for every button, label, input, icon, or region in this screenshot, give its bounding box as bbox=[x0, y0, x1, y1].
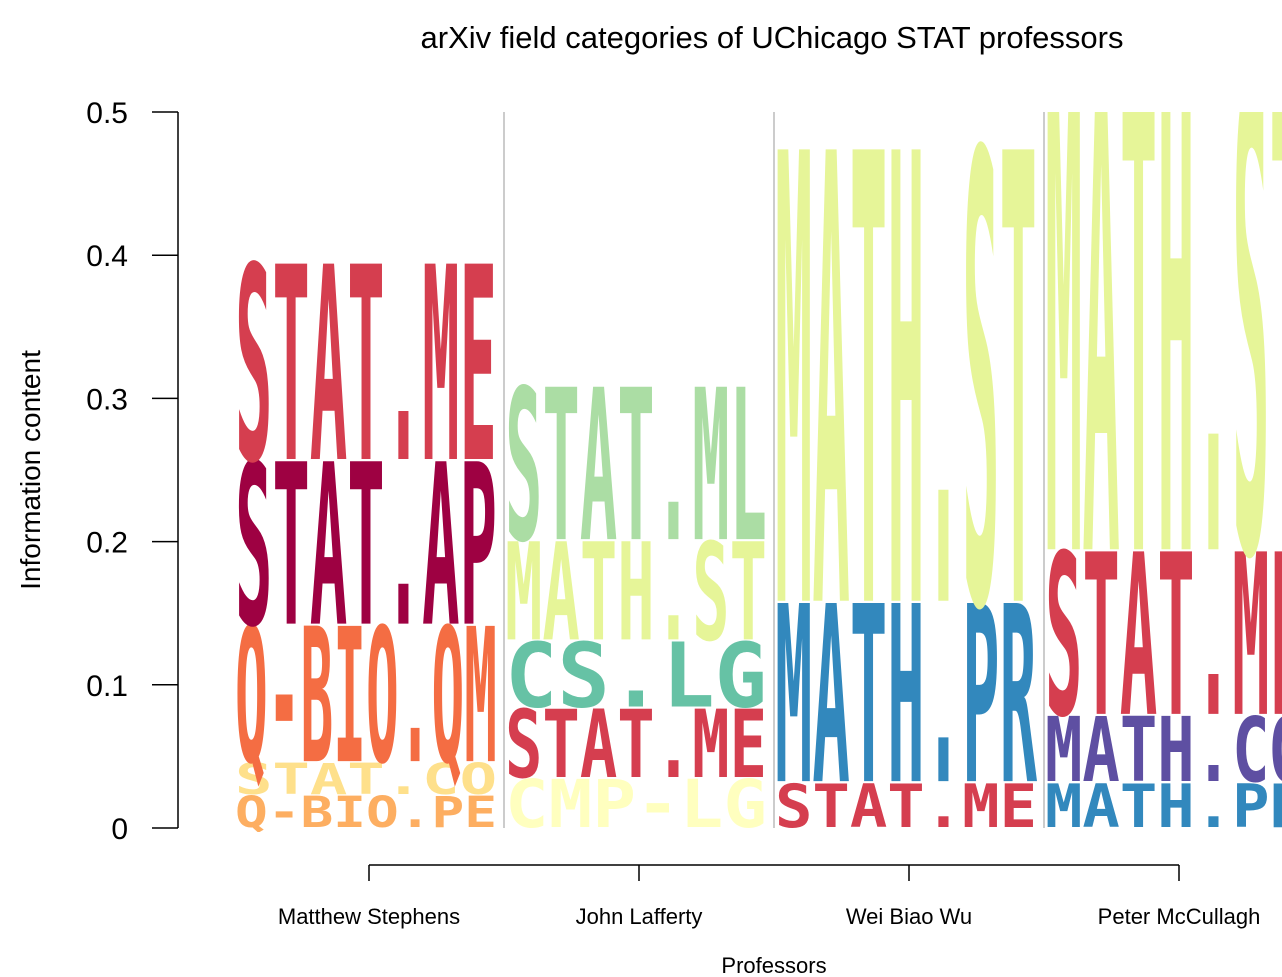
logo-letter-stack: STAT.ME bbox=[235, 210, 497, 523]
logo-letter-stack: MATH.PR bbox=[775, 556, 1037, 840]
x-tick-label: John Lafferty bbox=[576, 904, 703, 929]
logo-letter-stack: MATH.ST bbox=[1045, 0, 1282, 702]
y-tick-label: 0.5 bbox=[86, 97, 128, 130]
logo-letter-stack: MATH.ST bbox=[505, 515, 767, 672]
logo-letter-stack: MATH.ST bbox=[775, 26, 1037, 748]
x-axis-label: Professors bbox=[721, 953, 826, 977]
logo-letter-stack: Q-BIO.PE bbox=[235, 788, 497, 837]
logo-letter-stack: CMP-LG bbox=[505, 766, 767, 843]
logo-letter-stack: STAT.CO bbox=[235, 755, 497, 804]
logo-letter-stack: MATH.CO bbox=[1045, 699, 1282, 803]
x-tick-label: Matthew Stephens bbox=[278, 904, 460, 929]
logo-letter-stack: STAT.ME bbox=[775, 772, 1037, 842]
logo-letter-stack: STAT.ML bbox=[505, 345, 767, 589]
chart-title: arXiv field categories of UChicago STAT … bbox=[421, 20, 1124, 55]
logo-letter-stack: Q-BIO.QM bbox=[235, 591, 497, 806]
x-tick-label: Wei Biao Wu bbox=[846, 904, 972, 929]
logo-letter-stack: MATH.PR bbox=[1045, 772, 1282, 842]
y-tick-label: 0.4 bbox=[86, 240, 128, 273]
logo-letter-stack: CS.LG bbox=[505, 625, 767, 729]
logo-letter-stack: STAT.ME bbox=[1045, 507, 1282, 766]
plot-area: Q-BIO.PESTAT.COQ-BIO.QMSTAT.APSTAT.MECMP… bbox=[235, 0, 1282, 843]
y-tick-label: 0.3 bbox=[86, 383, 128, 416]
logo-letter-stack: STAT.AP bbox=[235, 417, 497, 676]
x-tick-label: Peter McCullagh bbox=[1098, 904, 1261, 929]
y-tick-label: 0.1 bbox=[86, 670, 128, 703]
y-tick-label: 0.2 bbox=[86, 527, 128, 560]
y-axis-label: Information content bbox=[15, 350, 46, 590]
y-tick-label: 0 bbox=[111, 813, 128, 846]
logo-letter-stack: STAT.ME bbox=[505, 690, 767, 799]
